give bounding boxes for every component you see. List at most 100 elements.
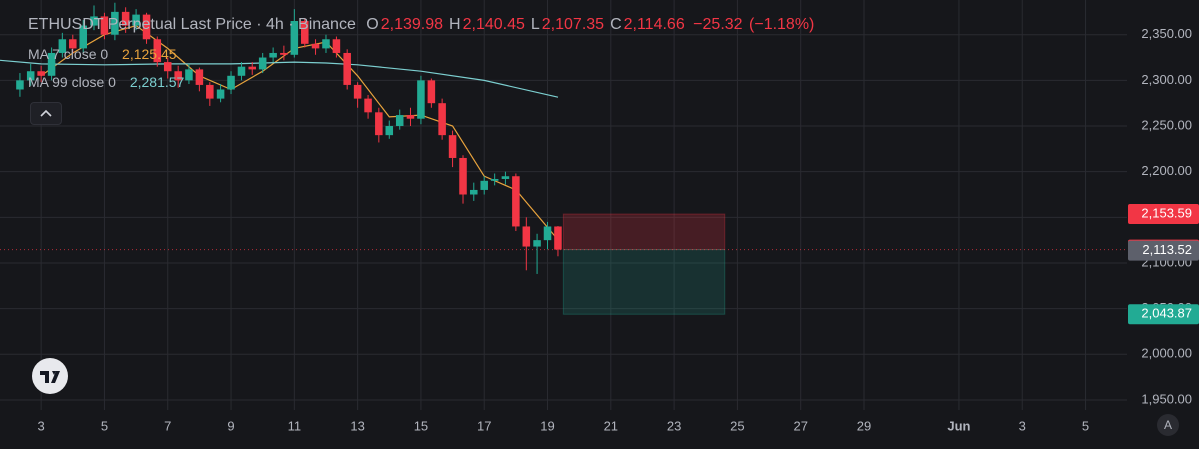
candle-body [375, 112, 383, 136]
candle-body [332, 39, 341, 53]
candle-body [533, 240, 541, 247]
x-tick-label: 25 [730, 418, 744, 433]
y-tick-label: 2,300.00 [1141, 72, 1192, 87]
tradingview-logo[interactable] [32, 358, 68, 394]
chart-title: ETHUSDT Perpetual Last Price · 4h · Bina… [28, 16, 356, 33]
candle-body [554, 226, 562, 250]
candle-body [406, 115, 415, 119]
candle-body [142, 14, 151, 40]
y-tick-label: 2,000.00 [1141, 346, 1192, 361]
chevron-icon [40, 109, 52, 117]
y-tick-label: 2,350.00 [1141, 26, 1192, 41]
candle-body [111, 11, 119, 35]
x-tick-label: 13 [350, 418, 364, 433]
candle-body [206, 84, 214, 99]
candle-body [195, 69, 204, 85]
candle-body [121, 11, 130, 26]
ohlc-value: 2,139.98 [380, 16, 444, 33]
candle-body [543, 226, 552, 241]
x-tick-label: 9 [227, 418, 234, 433]
candle-body [290, 21, 299, 55]
ohlc-value: 2,114.66 [623, 16, 685, 33]
candle-body [216, 89, 225, 99]
ohlc-values: O 2,139.98 H 2,140.45 L 2,107.35 C 2,114.66 [362, 16, 686, 33]
ohlc-key: H [449, 16, 461, 33]
candle-body [417, 80, 425, 119]
x-tick-label: 23 [667, 418, 681, 433]
x-tick-label: 11 [288, 418, 302, 433]
x-tick-label: 27 [793, 418, 807, 433]
candle-body [322, 39, 330, 49]
x-tick-label: 29 [857, 418, 871, 433]
candle-body [153, 39, 162, 63]
price-label-box [1128, 304, 1199, 325]
ma-name: MA 99 close 0 [28, 74, 116, 90]
x-tick-label: 7 [164, 418, 171, 433]
candle-body [438, 103, 446, 136]
auto-scale-button[interactable]: A [1157, 414, 1179, 436]
y-tick-label: 1,950.00 [1141, 391, 1192, 406]
target-zone [562, 249, 726, 315]
moving-average-line [0, 59, 559, 98]
candle-body [395, 115, 404, 127]
ohlc-legend: ETHUSDT Perpetual Last Price · 4h · Bina… [28, 16, 816, 34]
ohlc-key: O [366, 16, 379, 33]
price-label-box [1128, 240, 1199, 261]
candle-body [185, 69, 193, 81]
candle-body [100, 16, 109, 35]
candle-body [26, 71, 35, 81]
candle-body [522, 226, 531, 247]
x-tick-label: 17 [477, 418, 491, 433]
logo-icon [40, 371, 60, 383]
y-tick-label: 2,250.00 [1141, 117, 1192, 132]
y-tick-label: 2,200.00 [1141, 163, 1192, 178]
candle-body [512, 176, 520, 227]
candle-body [311, 43, 320, 49]
collapse-button[interactable] [30, 102, 62, 125]
x-tick-label: 19 [540, 418, 554, 433]
ma-legend: MA 7 close 0 2,125.45 [28, 46, 179, 62]
candle-body [353, 84, 362, 99]
price-label: 2,043.87 [1141, 306, 1192, 321]
ohlc-value: 2,107.35 [541, 16, 605, 33]
price-label-box [1128, 204, 1199, 225]
candle-body [58, 39, 67, 53]
candle-body [480, 180, 488, 190]
change-pct: (−1.18%) [749, 16, 815, 33]
candle-body [258, 57, 267, 70]
candle-body [448, 135, 457, 158]
candle-body [343, 52, 351, 85]
x-tick-label: 21 [604, 418, 618, 433]
candle-body [69, 39, 77, 49]
x-tick-label: 15 [414, 418, 428, 433]
candle-body [470, 189, 478, 195]
candle-body [248, 66, 257, 70]
x-tick-label: Jun [947, 418, 970, 433]
candle-body [237, 66, 246, 76]
candle-body [490, 178, 499, 181]
ohlc-key: C [610, 16, 622, 33]
price-label: 2,153.59 [1141, 205, 1192, 220]
price-label: 2,113.52 [1142, 242, 1192, 257]
ma-value: 2,281.57 [129, 74, 185, 90]
ma-legend: MA 99 close 0 2,281.57 [28, 74, 186, 90]
candle-body [269, 52, 277, 58]
candle-body [16, 80, 24, 90]
candle-body [364, 98, 372, 113]
ohlc-value: 2,140.45 [462, 16, 525, 33]
x-tick-label: 5 [101, 418, 108, 433]
x-tick-label: 5 [1082, 418, 1089, 433]
candle-body [163, 62, 172, 72]
ma-name: MA 7 close 0 [28, 46, 109, 62]
candle-body [37, 71, 45, 76]
candle-body [459, 157, 467, 195]
candle-body [79, 25, 88, 49]
ma-value: 2,125.45 [122, 46, 177, 62]
stop-zone [562, 213, 726, 251]
candle-body [132, 14, 140, 26]
candle-body [280, 52, 288, 55]
candle-body [301, 21, 309, 44]
candle-body [501, 176, 510, 179]
